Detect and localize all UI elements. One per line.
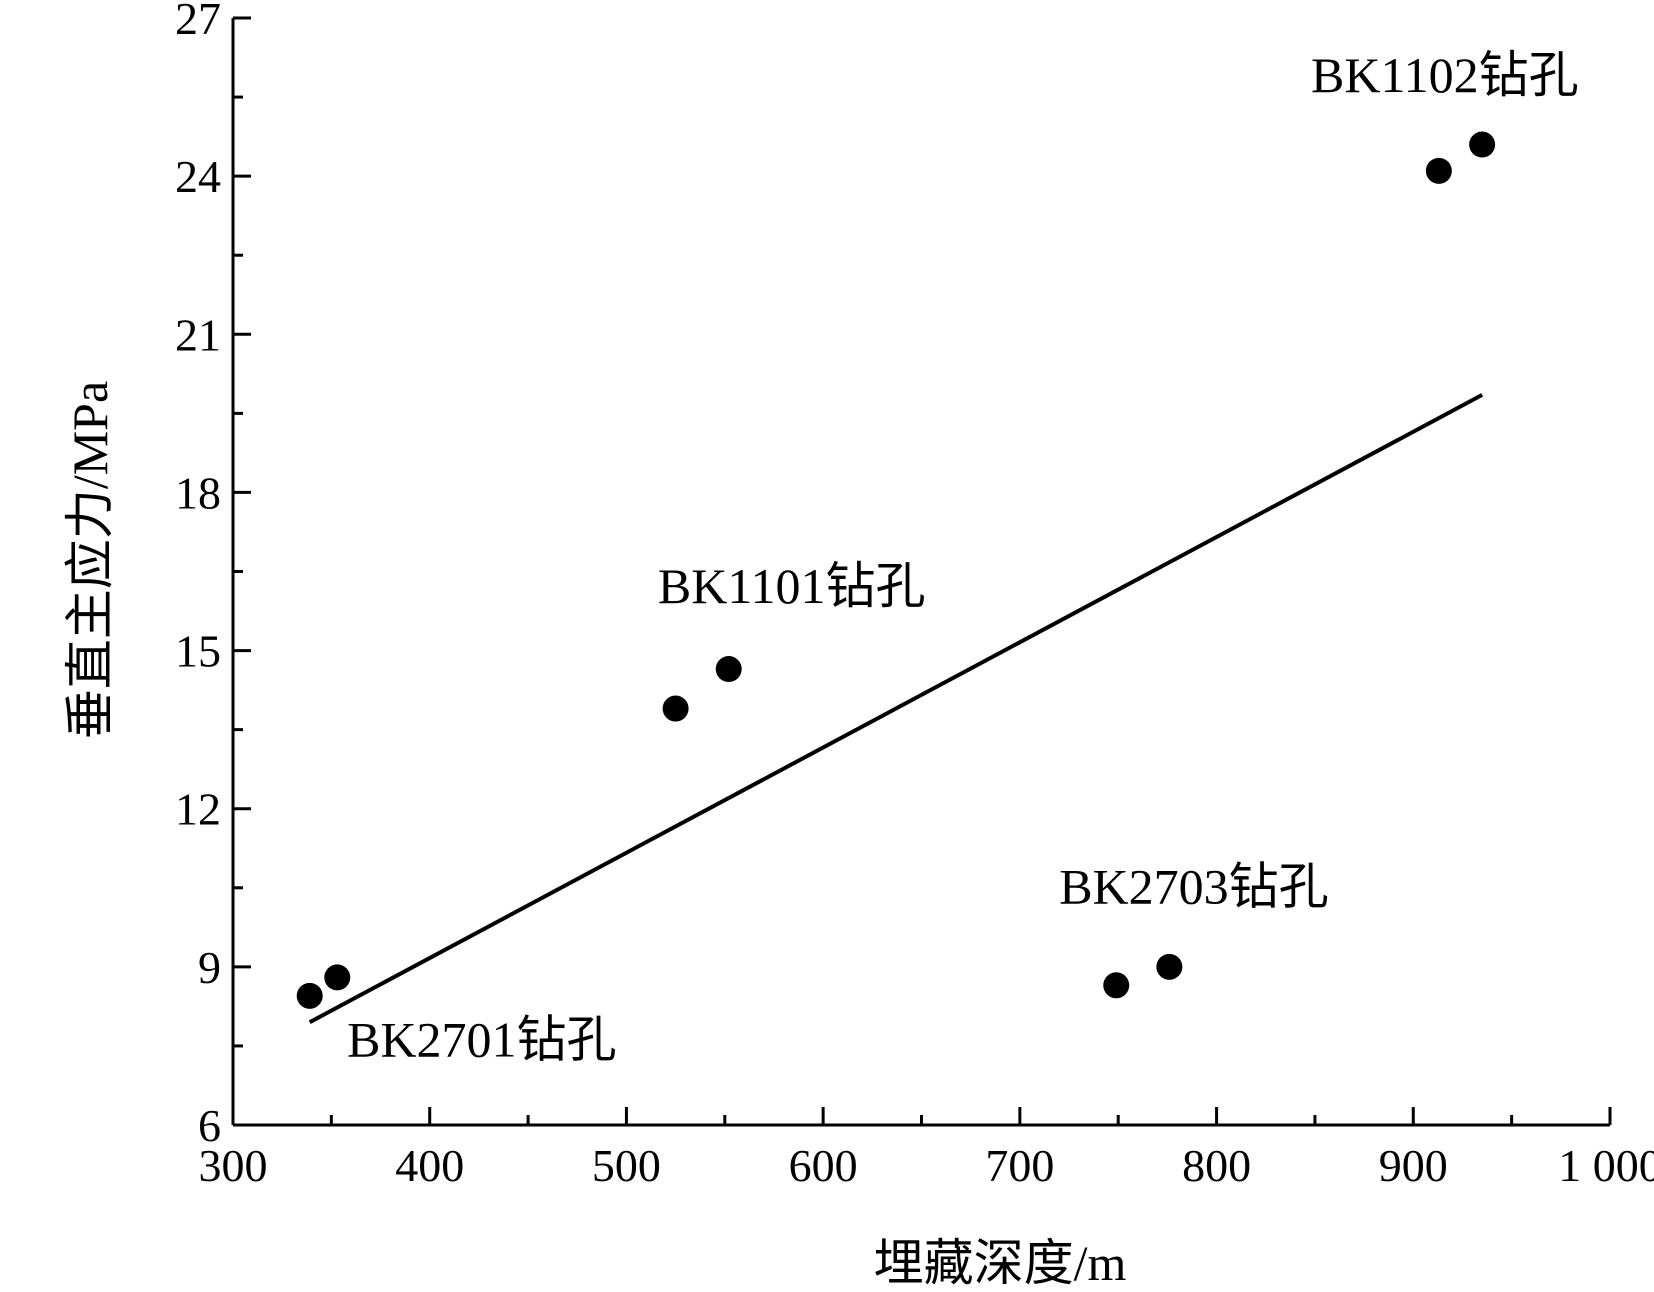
y-axis-title: 垂直主应力/MPa [62,381,118,739]
data-point [324,964,351,991]
data-point [1425,157,1452,184]
point-annotation: BK1101钻孔 [658,558,926,614]
y-tick-label: 21 [175,309,221,360]
x-tick-label: 300 [199,1140,268,1191]
x-tick-label: 800 [1182,1140,1251,1191]
data-point [1469,131,1496,158]
data-points [296,131,1496,1009]
x-tick-label: 900 [1379,1140,1448,1191]
data-point [715,656,742,683]
point-annotation: BK1102钻孔 [1311,47,1579,103]
y-tick-label: 18 [175,467,221,518]
annotations: BK2701钻孔 BK1101钻孔 BK2703钻孔 BK1102钻孔 [347,47,1579,1068]
fit-line [308,393,1484,1024]
y-tick-label: 15 [175,626,221,677]
y-tick-label: 6 [198,1100,221,1151]
x-tick-label: 400 [395,1140,464,1191]
x-axis-title: 埋藏深度/m [874,1235,1127,1291]
fit-line-group [308,393,1484,1024]
y-tick-label: 24 [175,151,221,202]
x-tick-label: 1 000 [1558,1140,1654,1191]
point-annotation: BK2703钻孔 [1059,859,1328,915]
data-point [662,695,689,722]
y-tick-label: 12 [175,784,221,835]
y-tick-label: 27 [175,0,221,44]
x-tick-label: 700 [985,1140,1054,1191]
x-tick-label: 500 [592,1140,661,1191]
x-tick-label: 600 [789,1140,858,1191]
data-point [296,982,323,1009]
point-annotation: BK2701钻孔 [347,1011,616,1067]
axes: 300 400 500 600 700 800 900 1 000 6 9 12 15 18 21 24 27 [175,0,1654,1191]
y-tick-label: 9 [198,942,221,993]
data-point [1156,953,1183,980]
data-point [1103,972,1130,999]
